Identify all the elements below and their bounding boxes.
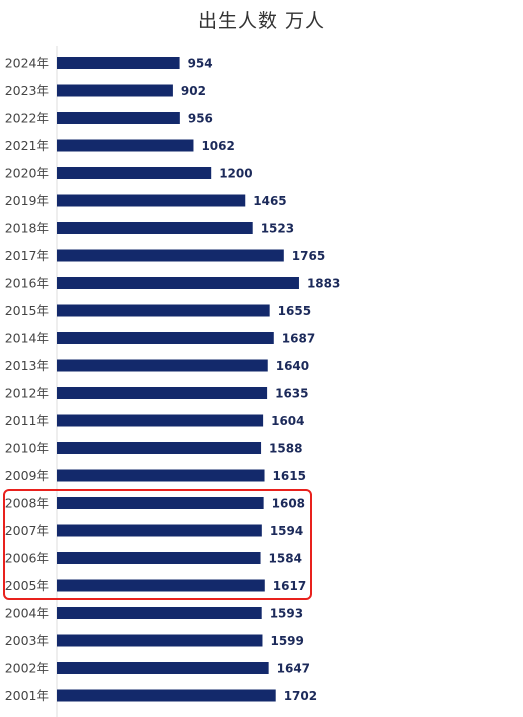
value-label: 1594 <box>270 524 303 538</box>
bar <box>57 634 263 647</box>
category-label: 2004年 <box>5 606 49 621</box>
category-label: 2010年 <box>5 441 49 456</box>
category-label: 2009年 <box>5 468 49 483</box>
value-label: 1687 <box>282 332 315 346</box>
bar <box>57 277 299 289</box>
value-label: 1635 <box>275 387 308 401</box>
value-label: 954 <box>188 57 213 71</box>
category-label: 2018年 <box>5 221 49 236</box>
category-label: 2017年 <box>5 248 49 263</box>
bar <box>57 524 262 537</box>
bar <box>57 662 269 674</box>
bar <box>57 84 173 97</box>
bar <box>57 442 262 454</box>
category-label: 2006年 <box>5 551 49 566</box>
bar <box>57 579 265 592</box>
value-label: 1608 <box>272 497 305 511</box>
chart-title: 出生人数 万人 <box>197 10 326 32</box>
bar <box>57 222 253 234</box>
bar <box>57 607 262 619</box>
bar <box>57 57 180 69</box>
value-label: 1604 <box>271 414 304 428</box>
bar <box>57 469 265 482</box>
category-label: 2001年 <box>5 688 49 703</box>
category-label: 2019年 <box>5 193 49 208</box>
category-label: 2024年 <box>5 56 49 71</box>
category-label: 2016年 <box>5 276 49 291</box>
category-label: 2008年 <box>5 496 49 511</box>
bar <box>57 112 180 124</box>
value-label: 956 <box>188 112 213 126</box>
bar <box>57 414 264 427</box>
value-label: 902 <box>181 84 206 98</box>
category-label: 2005年 <box>5 578 49 593</box>
category-label: 2014年 <box>5 331 49 346</box>
highlight-box <box>3 489 312 600</box>
value-label: 1702 <box>284 689 317 703</box>
category-label: 2022年 <box>5 111 49 126</box>
bar <box>57 304 270 317</box>
value-label: 1200 <box>219 167 252 181</box>
category-label: 2007年 <box>5 523 49 538</box>
value-label: 1062 <box>201 139 234 153</box>
value-label: 1584 <box>269 552 302 566</box>
bar <box>57 497 264 509</box>
bar <box>57 359 268 372</box>
value-label: 1588 <box>269 442 302 456</box>
bar <box>57 387 268 399</box>
value-label: 1655 <box>278 304 311 318</box>
bar <box>57 194 246 207</box>
value-label: 1617 <box>273 579 306 593</box>
bar <box>57 167 212 179</box>
value-label: 1615 <box>273 469 306 483</box>
category-label: 2015年 <box>5 303 49 318</box>
value-label: 1465 <box>253 194 286 208</box>
value-label: 1647 <box>277 662 310 676</box>
category-label: 2012年 <box>5 386 49 401</box>
category-label: 2013年 <box>5 358 49 373</box>
bar <box>57 689 276 702</box>
category-label: 2011年 <box>5 413 49 428</box>
category-label: 2003年 <box>5 633 49 648</box>
bar <box>57 332 274 344</box>
category-label: 2020年 <box>5 166 49 181</box>
bar <box>57 249 284 262</box>
value-label: 1599 <box>270 634 303 648</box>
bar <box>57 552 261 564</box>
category-label: 2023年 <box>5 83 49 98</box>
value-label: 1883 <box>307 277 340 291</box>
category-label: 2021年 <box>5 138 49 153</box>
bar <box>57 139 194 152</box>
value-label: 1765 <box>292 249 325 263</box>
category-label: 2002年 <box>5 661 49 676</box>
value-label: 1523 <box>261 222 294 236</box>
value-label: 1593 <box>270 607 303 621</box>
value-label: 1640 <box>276 359 309 373</box>
